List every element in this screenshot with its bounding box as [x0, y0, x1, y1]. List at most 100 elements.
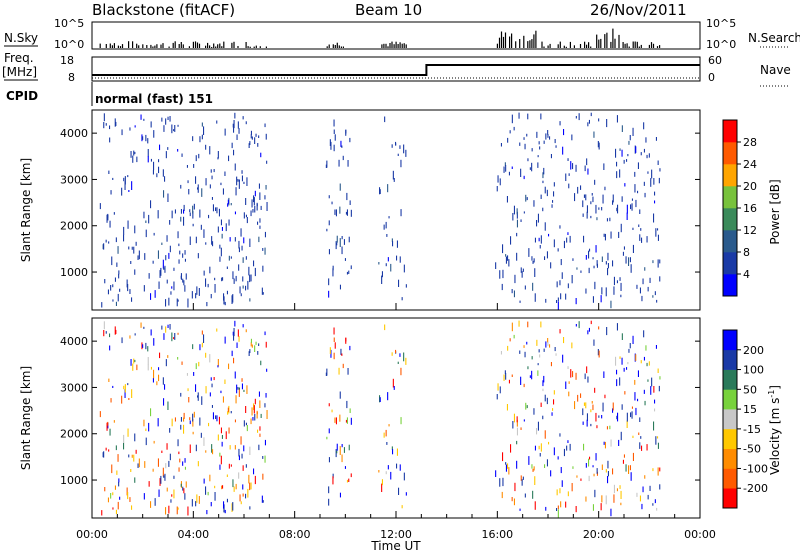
power-mark	[167, 193, 169, 202]
nsky-bar	[500, 31, 503, 48]
velocity-mark	[586, 413, 588, 421]
power-mark	[641, 295, 643, 302]
power-mark	[154, 290, 156, 298]
velocity-mark	[526, 341, 528, 345]
velocity-mark	[603, 441, 605, 445]
velocity-mark	[180, 392, 182, 397]
velocity-mark	[249, 446, 251, 455]
power-mark	[262, 265, 264, 272]
power-mark	[566, 237, 568, 243]
power-mark	[183, 216, 185, 226]
velocity-mark	[623, 367, 625, 372]
velocity-mark	[634, 392, 636, 401]
nsky-bar	[569, 41, 571, 48]
velocity-mark	[516, 427, 518, 436]
velocity-mark	[657, 442, 659, 449]
power-mark	[648, 153, 650, 158]
power-mark	[553, 182, 555, 187]
velocity-mark	[223, 501, 225, 509]
velocity-mark	[254, 413, 256, 421]
velocity-mark	[213, 377, 215, 381]
velocity-mark	[180, 483, 182, 487]
power-mark	[405, 284, 407, 288]
velocity-mark	[242, 493, 244, 497]
power-mark	[259, 218, 261, 223]
power-mark	[624, 183, 626, 187]
velocity-mark	[145, 342, 147, 350]
power-mark	[225, 223, 227, 232]
velocity-mark	[347, 368, 349, 375]
power-mark	[213, 169, 215, 173]
nsky-bar	[231, 42, 233, 48]
velocity-mark	[562, 354, 564, 363]
velocity-mark	[133, 454, 135, 462]
nsky-ytick-bottom: 10^0	[54, 38, 84, 51]
velocity-mark	[184, 458, 186, 463]
velocity-mark	[243, 445, 245, 452]
nsky-bar	[150, 44, 152, 48]
velocity-mark	[249, 349, 251, 353]
power-mark	[215, 207, 217, 211]
power-mark	[221, 277, 223, 282]
colorbar-tick-label: 20	[743, 180, 757, 193]
power-mark	[336, 235, 338, 243]
power-mark	[118, 273, 120, 279]
velocity-mark	[643, 330, 645, 338]
power-mark	[163, 125, 165, 132]
power-mark	[344, 258, 346, 261]
colorbar-cell	[723, 428, 737, 449]
velocity-mark	[575, 506, 577, 513]
power-mark	[235, 275, 237, 282]
power-mark	[148, 214, 150, 224]
power-mark	[205, 144, 207, 150]
velocity-mark	[101, 510, 103, 516]
velocity-mark	[587, 330, 589, 335]
power-mark	[653, 178, 655, 185]
power-mark	[176, 298, 178, 307]
power-mark	[148, 273, 150, 279]
power-mark	[543, 140, 545, 144]
power-mark	[572, 258, 574, 261]
velocity-mark	[184, 466, 186, 470]
velocity-mark	[392, 378, 394, 388]
power-mark	[591, 193, 593, 196]
velocity-mark	[652, 503, 654, 506]
power-mark	[153, 161, 155, 171]
velocity-mark	[227, 407, 229, 412]
power-mark	[567, 283, 569, 289]
power-mark	[600, 295, 602, 303]
velocity-mark	[559, 329, 561, 334]
velocity-mark	[537, 363, 539, 366]
power-mark	[184, 285, 186, 292]
nsky-bar	[393, 44, 395, 48]
nsky-bar	[245, 42, 247, 48]
nsky-bar	[156, 44, 158, 48]
velocity-mark	[238, 448, 240, 457]
nsky-bar	[598, 39, 600, 48]
velocity-mark	[644, 475, 646, 479]
velocity-mark	[592, 504, 594, 511]
nsky-bar	[221, 46, 223, 48]
colorbar-cell	[723, 349, 737, 370]
power-mark	[113, 212, 115, 215]
power-mark	[219, 256, 221, 262]
power-mark	[575, 298, 577, 305]
power-mark	[178, 243, 180, 247]
velocity-mark	[556, 489, 558, 496]
velocity-mark	[128, 454, 130, 458]
velocity-mark	[601, 464, 603, 470]
velocity-mark	[240, 501, 242, 505]
power-mark	[238, 128, 240, 134]
power-mark	[657, 160, 659, 165]
power-mark	[605, 261, 607, 265]
power-mark	[593, 265, 595, 269]
velocity-mark	[211, 405, 213, 408]
velocity-mark	[181, 361, 183, 365]
velocity-mark	[254, 475, 256, 485]
power-mark	[643, 122, 645, 130]
velocity-mark	[241, 378, 243, 382]
power-mark	[386, 234, 388, 237]
velocity-mark	[107, 421, 109, 426]
velocity-mark	[207, 491, 209, 496]
power-mark	[221, 233, 223, 239]
